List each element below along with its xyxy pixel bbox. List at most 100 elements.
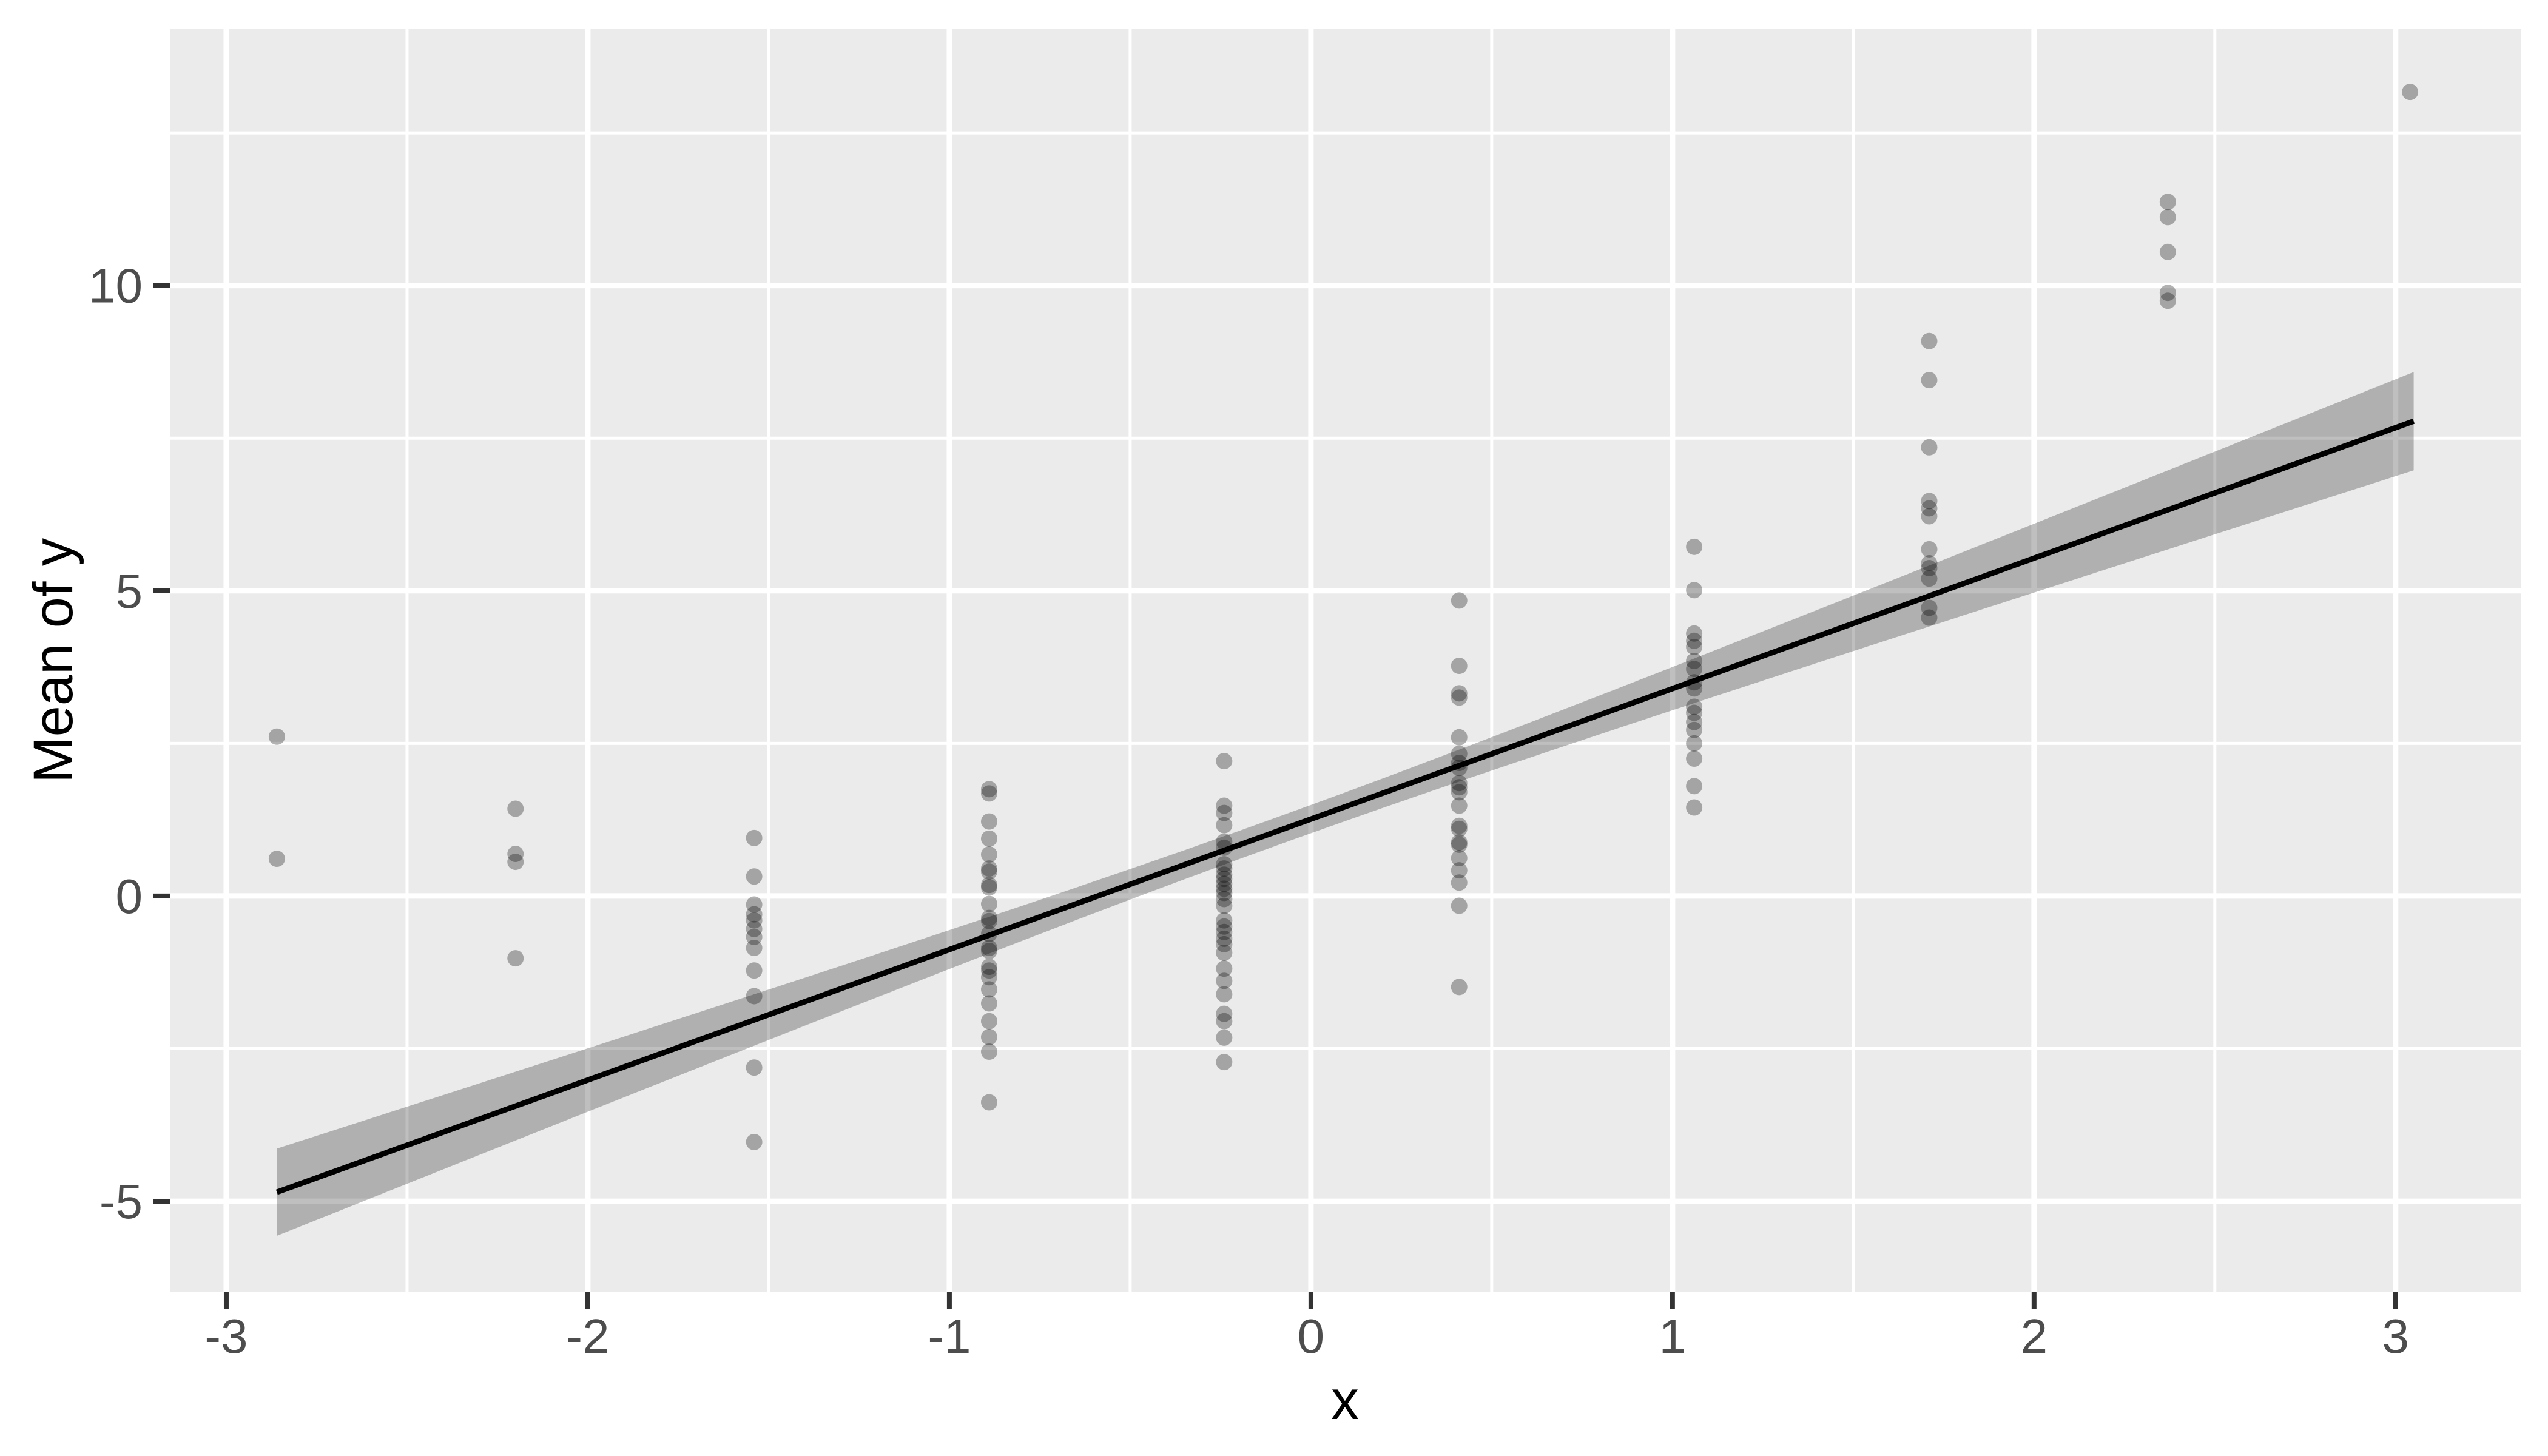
- data-point: [1451, 784, 1468, 801]
- data-point: [1216, 856, 1233, 873]
- data-point: [1451, 862, 1468, 879]
- x-axis-title: x: [1331, 1369, 1359, 1431]
- data-point: [746, 988, 763, 1005]
- data-point: [980, 1028, 997, 1045]
- data-point: [1686, 698, 1703, 715]
- data-point: [1686, 750, 1703, 767]
- data-point: [746, 939, 763, 956]
- data-point: [2159, 194, 2176, 211]
- data-point: [507, 854, 524, 871]
- data-point: [1451, 834, 1468, 851]
- data-point: [1216, 817, 1233, 834]
- data-point: [746, 962, 763, 979]
- data-point: [980, 860, 997, 877]
- data-point: [746, 906, 763, 923]
- data-point: [980, 846, 997, 863]
- data-point: [980, 879, 997, 896]
- data-point: [1921, 560, 1938, 577]
- data-point: [1451, 729, 1468, 746]
- data-point: [1686, 625, 1703, 642]
- data-point: [1216, 972, 1233, 989]
- data-point: [1686, 704, 1703, 721]
- data-point: [1686, 721, 1703, 738]
- data-point: [1686, 538, 1703, 555]
- data-point: [1921, 599, 1938, 616]
- data-point: [1451, 817, 1468, 834]
- data-point: [1451, 689, 1468, 706]
- plot-panel: [170, 29, 2521, 1292]
- data-point: [1451, 897, 1468, 914]
- data-point: [1686, 713, 1703, 730]
- data-point: [980, 830, 997, 847]
- data-point: [1921, 609, 1938, 626]
- data-point: [1451, 779, 1468, 796]
- data-point: [1921, 554, 1938, 571]
- data-point: [1451, 820, 1468, 837]
- data-point: [1216, 945, 1233, 962]
- data-point: [746, 1133, 763, 1150]
- data-point: [746, 912, 763, 929]
- data-point: [1216, 1005, 1233, 1022]
- data-point: [980, 781, 997, 798]
- data-point: [1216, 866, 1233, 883]
- data-point: [980, 813, 997, 830]
- data-point: [1451, 745, 1468, 762]
- data-point: [1686, 582, 1703, 599]
- data-point: [1921, 332, 1938, 349]
- regression-line: [275, 419, 2415, 1195]
- data-point: [746, 928, 763, 945]
- data-point: [1451, 658, 1468, 675]
- data-point: [1686, 799, 1703, 816]
- data-point: [1451, 685, 1468, 702]
- data-point: [1921, 508, 1938, 525]
- data-point: [2159, 209, 2176, 226]
- data-point: [1686, 653, 1703, 670]
- data-point: [1216, 930, 1233, 947]
- data-point: [1451, 797, 1468, 814]
- data-point: [1216, 960, 1233, 977]
- data-point: [746, 896, 763, 913]
- data-point: [1451, 592, 1468, 609]
- data-point: [1216, 1029, 1233, 1046]
- y-tick-label: -5: [99, 1175, 143, 1228]
- data-point: [1216, 1013, 1233, 1030]
- data-point: [1216, 885, 1233, 902]
- y-axis-title: Mean of y: [22, 538, 84, 783]
- x-tick-label: -1: [928, 1309, 971, 1363]
- data-point: [1216, 753, 1233, 770]
- y-tick-label: 10: [89, 259, 143, 313]
- data-point: [980, 959, 997, 976]
- data-point: [507, 845, 524, 862]
- data-point: [1216, 833, 1233, 850]
- data-point: [1451, 979, 1468, 996]
- data-point: [980, 863, 997, 880]
- data-point: [1216, 875, 1233, 892]
- data-point: [1451, 874, 1468, 891]
- data-point: [1216, 797, 1233, 814]
- data-point: [1216, 923, 1233, 940]
- data-point: [1686, 638, 1703, 655]
- x-tick-label: 1: [1659, 1309, 1687, 1363]
- data-point: [746, 829, 763, 846]
- data-point: [1921, 541, 1938, 558]
- data-point: [1686, 778, 1703, 795]
- data-point: [980, 995, 997, 1012]
- data-point: [980, 1043, 997, 1060]
- data-point: [2159, 243, 2176, 260]
- data-point: [980, 962, 997, 979]
- data-point: [1921, 500, 1938, 517]
- data-point: [980, 785, 997, 802]
- data-point: [1216, 871, 1233, 888]
- data-point: [1216, 918, 1233, 935]
- x-tick-label: 3: [2382, 1309, 2410, 1363]
- x-tick-label: 2: [2021, 1309, 2048, 1363]
- data-point: [980, 939, 997, 956]
- data-point: [1921, 372, 1938, 389]
- data-point: [1216, 897, 1233, 914]
- data-point: [1451, 775, 1468, 792]
- data-point: [268, 728, 285, 745]
- data-point: [1216, 860, 1233, 877]
- data-point: [980, 1013, 997, 1030]
